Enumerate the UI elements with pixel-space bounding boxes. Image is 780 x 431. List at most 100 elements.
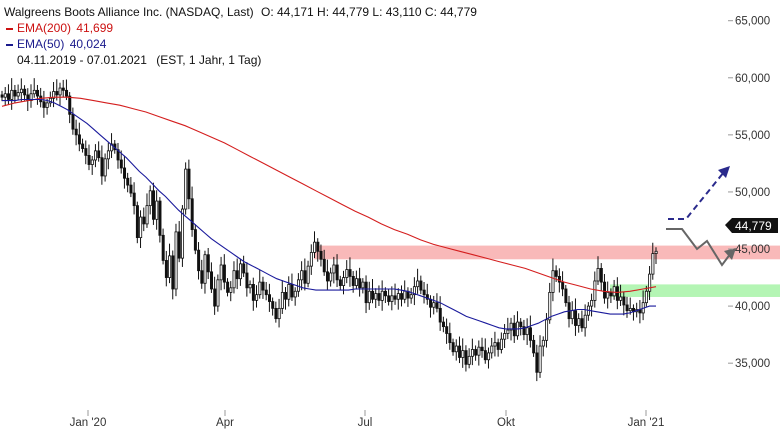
candle [586, 302, 590, 321]
candle-body [90, 159, 94, 165]
x-tick-label: Jul [358, 417, 373, 429]
candle-body [271, 301, 275, 309]
candle-body [245, 272, 249, 289]
candle-body [354, 278, 358, 286]
candle [367, 281, 371, 310]
candle-body [654, 250, 658, 254]
candle [145, 193, 149, 228]
candle [383, 287, 387, 304]
candle-body [322, 258, 326, 273]
y-tick-label: 50,000 [735, 187, 770, 199]
x-tick-label: Okt [497, 417, 516, 429]
candle-body [499, 338, 503, 350]
candle [248, 280, 252, 294]
candle-body [564, 288, 568, 304]
candle [261, 276, 265, 299]
candle [36, 84, 40, 105]
candle-body [348, 269, 352, 277]
candle-body [97, 150, 101, 159]
ema50-swatch [6, 43, 13, 46]
ema200-label: EMA(200) [17, 21, 72, 35]
candle-body [200, 270, 204, 284]
candle-body [622, 296, 626, 306]
candle [329, 267, 333, 287]
last-price-label: 44,779 [735, 219, 772, 233]
candle [313, 231, 317, 259]
ema50-label: EMA(50) [17, 37, 65, 51]
candle-body [506, 329, 510, 334]
candle [287, 276, 291, 307]
candle-body [84, 148, 88, 156]
legend-ema50[interactable]: EMA(50) 40,024 [4, 36, 477, 52]
candle [119, 150, 123, 174]
candle [564, 284, 568, 307]
candle-body [19, 88, 23, 94]
candle-body [467, 355, 471, 365]
candle-body [342, 277, 346, 286]
candle-body [123, 167, 127, 179]
candle-body [16, 92, 20, 97]
candle [474, 345, 478, 361]
candle-body [345, 269, 349, 278]
candle-body [23, 88, 27, 96]
candle [303, 258, 307, 291]
candle [361, 278, 365, 294]
candle-body [155, 200, 159, 220]
candle-body [293, 290, 297, 298]
ema200-swatch [6, 27, 13, 30]
candle [32, 78, 36, 98]
candle [445, 318, 449, 344]
candle [577, 313, 581, 333]
candle-body [435, 302, 439, 309]
candle [203, 250, 207, 294]
candle [77, 122, 81, 152]
candle [216, 274, 220, 312]
candle-body [319, 250, 323, 260]
candle [168, 243, 172, 284]
y-tick-label: 45,000 [735, 244, 770, 256]
candle-body [174, 231, 178, 290]
candle [139, 210, 143, 248]
candle-body [258, 281, 262, 296]
ema-layer [1, 96, 657, 330]
ema50-value: 40,024 [69, 37, 107, 51]
candle-body [126, 177, 130, 186]
candle [29, 84, 33, 108]
candle-body [94, 150, 98, 161]
candle-body [171, 255, 175, 290]
candle-body [177, 231, 181, 259]
candle-body [338, 279, 342, 286]
candle-body [325, 271, 329, 282]
candle [364, 275, 368, 314]
candle [300, 261, 304, 291]
candle-body [496, 342, 500, 350]
candle-body [438, 307, 442, 323]
candle [493, 331, 497, 357]
candle-body [448, 333, 452, 344]
candle-body [577, 318, 581, 326]
candle-body [358, 278, 362, 289]
candle [441, 316, 445, 333]
candle [615, 277, 619, 310]
candle-body [593, 280, 597, 301]
candle-body [570, 310, 574, 320]
candle-body [116, 149, 120, 161]
candle [458, 336, 462, 364]
candle-body [3, 93, 7, 98]
y-tick-label: 35,000 [735, 358, 770, 370]
legend-ema200[interactable]: EMA(200) 41,699 [4, 20, 477, 36]
candle [454, 339, 458, 361]
candle [235, 258, 239, 290]
candle-body [480, 346, 484, 352]
candle [596, 256, 600, 285]
candle [644, 285, 648, 307]
candle [319, 244, 323, 267]
candle-body [229, 287, 233, 293]
candle [155, 190, 159, 230]
candle [496, 338, 500, 357]
candle-body [387, 295, 391, 302]
candle [81, 138, 85, 153]
candle [148, 185, 152, 215]
candle-body [239, 263, 243, 280]
candle-body [7, 93, 11, 100]
